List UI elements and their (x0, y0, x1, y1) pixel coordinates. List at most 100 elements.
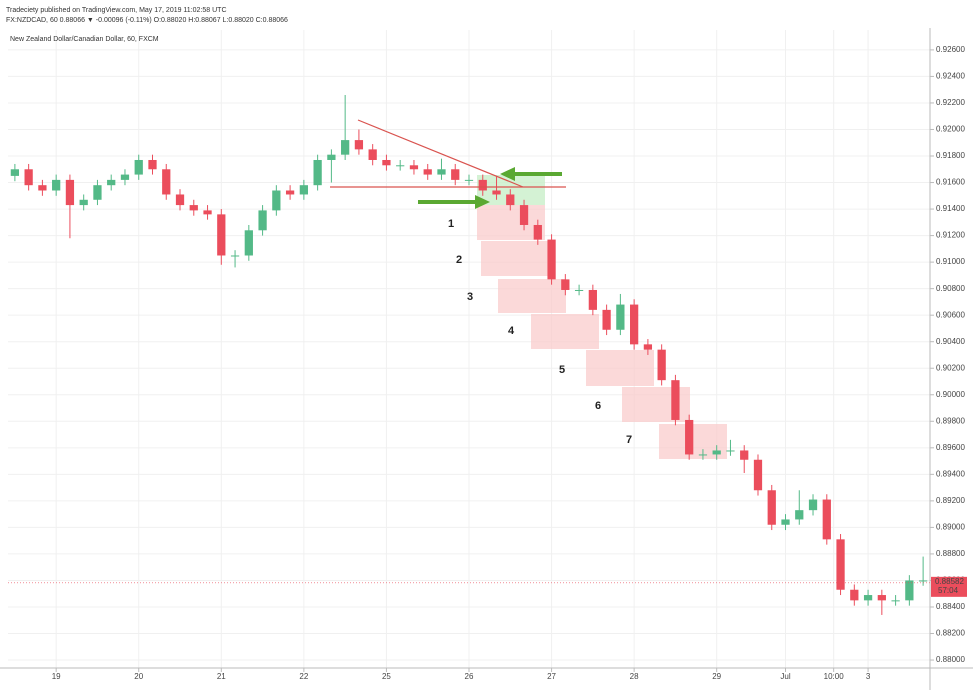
candle-body (107, 179, 116, 186)
zone (481, 241, 549, 276)
candle-body (299, 185, 308, 195)
candle-body (616, 304, 625, 330)
y-tick-label: 0.90000 (936, 390, 965, 399)
last-price-badge (931, 576, 967, 597)
candle-body (38, 185, 47, 191)
candle-body (93, 185, 102, 200)
y-tick-label: 0.90400 (936, 337, 965, 346)
y-tick-label: 0.89200 (936, 496, 965, 505)
candle-body (327, 154, 336, 160)
candle-body (643, 344, 653, 350)
candle-body (753, 459, 763, 491)
candle-body (588, 289, 597, 310)
x-tick-label: 10:00 (824, 672, 845, 681)
chart-title: New Zealand Dollar/Canadian Dollar, 60, … (10, 36, 159, 43)
candle-body (134, 159, 143, 175)
x-tick-label: 21 (217, 672, 226, 681)
countdown-label: 57:04 (938, 586, 959, 595)
symbol-line: FX:NZDCAD, 60 0.88066 ▼ -0.00096 (-0.11%… (6, 17, 288, 24)
y-tick-label: 0.90600 (936, 310, 965, 319)
y-tick-label: 0.92000 (936, 125, 965, 134)
y-tick-label: 0.91600 (936, 178, 965, 187)
candle-body (905, 580, 914, 601)
candle-body (602, 309, 611, 330)
zone (586, 350, 654, 386)
y-tick-label: 0.90800 (936, 284, 965, 293)
y-tick-label: 0.92400 (936, 72, 965, 81)
candle-body (836, 539, 845, 590)
trend-line (357, 119, 524, 188)
x-tick-label: 27 (547, 672, 556, 681)
candle-body (258, 210, 267, 231)
candle-body (382, 159, 391, 166)
y-tick-label: 0.89800 (936, 416, 965, 425)
candle-body (285, 190, 295, 195)
candle-body (120, 174, 130, 180)
candle-body (341, 140, 350, 155)
candle-body (423, 169, 432, 175)
axes: 0.92600 0.92400 0.92200 0.92000 0.91800 0.916… (8, 45, 967, 681)
y-tick-label: 0.90200 (936, 363, 965, 372)
x-tick-label: 25 (382, 672, 391, 681)
arrow-right (418, 195, 490, 209)
candle-body (24, 169, 33, 186)
x-tick-label: 22 (299, 672, 308, 681)
candle-body (65, 179, 75, 206)
candle-body (918, 580, 928, 582)
candle-body (272, 190, 281, 211)
candle-body (891, 600, 900, 602)
candle-body (519, 205, 529, 225)
candle-body (685, 419, 694, 455)
candle-body (808, 499, 818, 511)
candle-body (244, 230, 253, 256)
candle-body (726, 450, 735, 452)
annotation: 3 (467, 291, 473, 303)
y-tick-label: 0.92600 (936, 45, 965, 54)
candle-body (657, 349, 666, 381)
candle-body (561, 279, 570, 290)
candle-body (478, 179, 487, 191)
candle-body (396, 165, 405, 167)
annotation: 2 (456, 254, 462, 266)
candle-body (630, 304, 639, 345)
x-tick-label: 3 (866, 672, 871, 681)
candle-body (230, 255, 240, 257)
y-tick-label: 0.88400 (936, 602, 965, 611)
candle-body (217, 214, 226, 256)
candle-body (409, 165, 419, 170)
candle-body (148, 159, 157, 170)
candle-body (547, 239, 556, 280)
candle-body (671, 380, 680, 420)
candle-body (464, 179, 474, 181)
candle-body (354, 140, 364, 150)
last-price-label: 0.88582 (935, 577, 964, 586)
candle-body (822, 499, 831, 540)
candle-body (368, 149, 377, 160)
y-tick-label: 0.92200 (936, 98, 965, 107)
candle-body (492, 190, 501, 195)
annotation: 1 (448, 218, 454, 230)
zone (477, 205, 545, 240)
candle-body (533, 224, 542, 240)
arrow-left (500, 167, 562, 181)
annotation: 7 (626, 434, 632, 446)
candle-body (712, 450, 721, 455)
x-tick-label: 28 (630, 672, 639, 681)
annotation: 4 (508, 325, 515, 337)
candle-body (781, 519, 790, 525)
candle-body (10, 169, 20, 176)
grid (8, 30, 930, 668)
candle-body (451, 169, 460, 180)
candle-body (698, 454, 708, 456)
y-tick-label: 0.91200 (936, 231, 965, 240)
candles (10, 94, 928, 615)
y-tick-label: 0.89400 (936, 469, 965, 478)
candle-body (313, 159, 322, 186)
candle-body (767, 490, 776, 525)
x-tick-label: 26 (465, 672, 474, 681)
y-tick-label: 0.91000 (936, 257, 965, 266)
candle-body (740, 450, 749, 460)
zone (498, 279, 566, 313)
zone (622, 387, 690, 422)
